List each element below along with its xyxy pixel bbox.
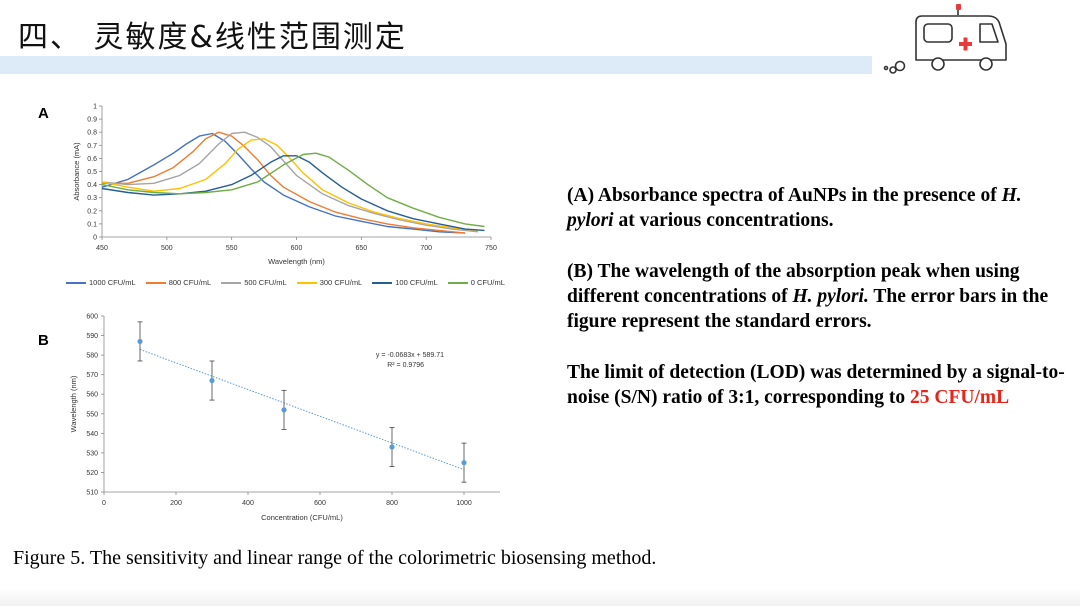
absorbance-spectra-chart: 0 0.1 0.2 0.3 0.4 0.5 0.6 0.7 0.8 0.9 1 450 500 550 60… [72, 104, 497, 267]
panel-b-label: B [38, 332, 49, 349]
y-tick-label: 530 [86, 450, 98, 457]
x-tick-label: 500 [161, 245, 173, 252]
data-point [209, 377, 215, 384]
legend-label: 300 CFU/mL [319, 278, 363, 287]
legend-item: 0 CFU/mL [447, 278, 505, 287]
y-tick-label: 550 [86, 411, 98, 418]
x-tick-label: 450 [96, 245, 108, 252]
y-tick-label: 0.7 [87, 143, 97, 150]
peak-wavelength-chart: 510 520 530 540 550 560 570 580 590 600 0 200 400 600… [69, 314, 500, 522]
x-tick-label: 600 [314, 500, 326, 507]
x-tick-label: 750 [485, 245, 497, 252]
legend-item: 1000 CFU/mL [66, 278, 136, 287]
lod-value: 25 CFU/mL [910, 387, 1010, 408]
data-point [137, 338, 143, 345]
y-axis-label: Absorbance (mA) [72, 142, 81, 201]
x-tick-label: 0 [102, 500, 106, 507]
legend-item: 500 CFU/mL [221, 278, 287, 287]
legend-swatch [447, 281, 468, 284]
description-lod: The limit of detection (LOD) was determi… [567, 362, 1065, 408]
y-tick-label: 540 [86, 431, 98, 438]
trendline-equation: y = -0.0683x + 589.71 [376, 352, 444, 359]
y-tick-label: 0.2 [87, 208, 97, 215]
y-tick-label: 0 [93, 235, 97, 242]
y-tick-label: 0.1 [87, 221, 97, 228]
y-tick-label: 0.8 [87, 130, 97, 137]
y-tick-label: 570 [86, 372, 98, 379]
panel-a-label: A [38, 105, 49, 122]
spectra-legend: 1000 CFU/mL 800 CFU/mL 500 CFU/mL 300 CFU/m… [66, 278, 536, 287]
r-squared: R² = 0.9796 [387, 362, 424, 369]
legend-label: 100 CFU/mL [395, 278, 438, 287]
legend-item: 800 CFU/mL [145, 278, 212, 287]
data-point [281, 407, 287, 413]
description-b: (B) The wavelength of the absorption pea… [567, 261, 1049, 332]
series-line [102, 131, 466, 234]
x-tick-label: 600 [291, 245, 303, 252]
y-tick-label: 1 [93, 104, 97, 111]
series-line [101, 152, 485, 228]
x-tick-label: 650 [355, 245, 367, 252]
x-tick-label: 550 [226, 245, 238, 252]
data-point [389, 444, 395, 450]
legend-swatch [296, 281, 317, 284]
series-line [101, 131, 479, 233]
legend-label: 500 CFU/mL [244, 278, 287, 287]
x-tick-label: 200 [170, 500, 182, 507]
legend-swatch [372, 281, 393, 284]
y-tick-label: 0.6 [87, 156, 97, 163]
figure-caption: Figure 5. The sensitivity and linear ran… [13, 547, 657, 569]
title-decor-bar [0, 56, 872, 74]
legend-label: 0 CFU/mL [470, 278, 505, 287]
legend-label: 1000 CFU/mL [89, 278, 136, 287]
ambulance-icon [883, 4, 1007, 74]
y-tick-label: 600 [86, 314, 98, 321]
legend-swatch [66, 281, 86, 284]
legend-item: 300 CFU/mL [296, 278, 363, 287]
y-tick-label: 0.9 [87, 117, 97, 124]
x-tick-label: 700 [420, 245, 432, 252]
legend-swatch [145, 281, 166, 284]
series-line [101, 132, 466, 234]
y-tick-label: 0.3 [87, 195, 97, 202]
legend-item: 100 CFU/mL [372, 278, 438, 287]
legend-label: 800 CFU/mL [168, 278, 212, 287]
legend-swatch [221, 281, 242, 284]
x-axis-label: Concentration (CFU/mL) [261, 513, 343, 522]
y-tick-label: 510 [86, 490, 98, 497]
y-tick-label: 560 [86, 392, 98, 399]
y-tick-label: 580 [86, 353, 98, 360]
series-line [101, 138, 479, 232]
data-point [461, 460, 467, 466]
x-tick-label: 400 [242, 500, 254, 507]
slide-title: 四、 灵敏度&线性范围测定 [18, 20, 407, 55]
y-tick-label: 590 [86, 333, 98, 340]
x-tick-label: 800 [386, 500, 398, 507]
x-axis-label: Wavelength (nm) [268, 257, 325, 266]
x-tick-label: 1000 [456, 500, 472, 507]
trendline [139, 349, 465, 471]
bottom-strip [0, 588, 1080, 606]
description-a: (A) Absorbance spectra of AuNPs in the p… [567, 185, 1022, 231]
y-axis-label: Wavelength (nm) [69, 375, 78, 432]
y-tick-label: 520 [86, 470, 98, 477]
y-tick-label: 0.4 [87, 182, 97, 189]
y-tick-label: 0.5 [87, 169, 97, 176]
